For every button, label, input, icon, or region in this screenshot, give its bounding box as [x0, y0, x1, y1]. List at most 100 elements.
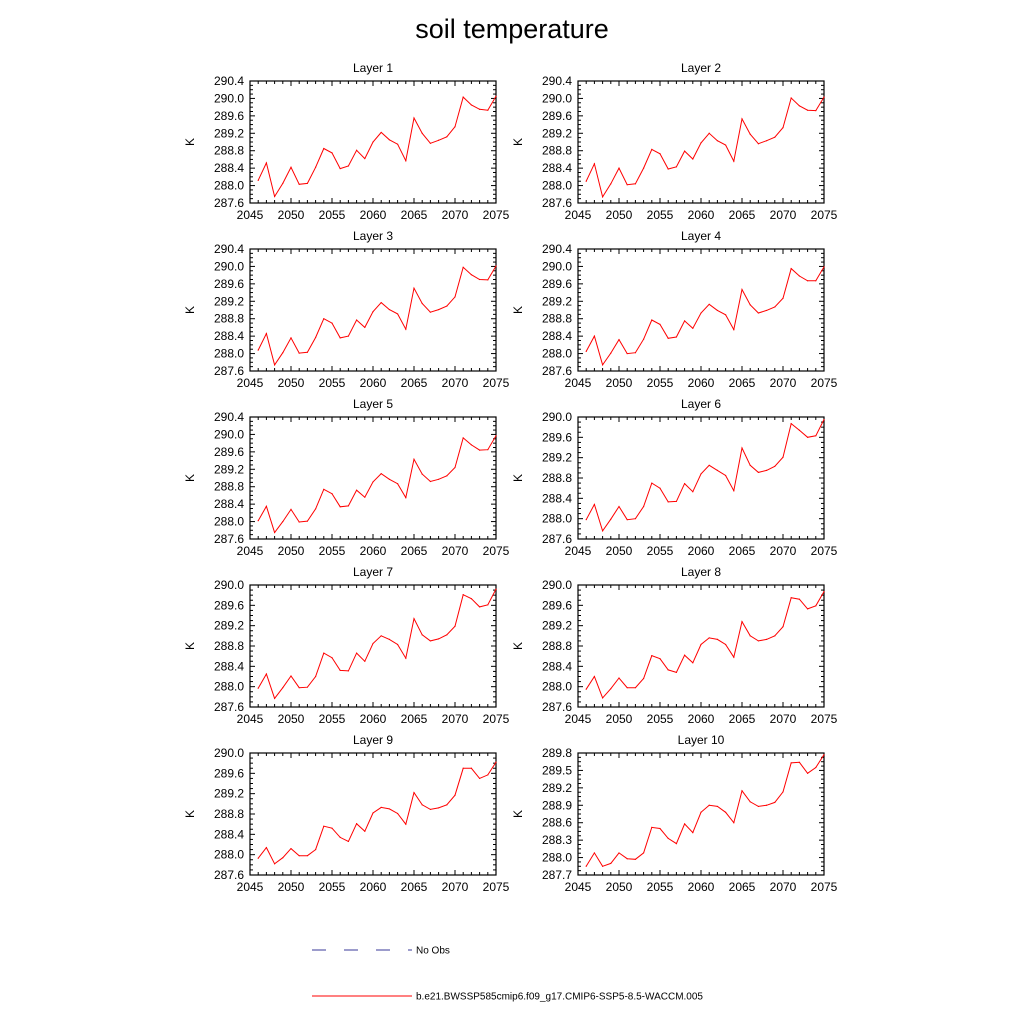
data-point — [815, 435, 817, 437]
plot-frame — [577, 248, 825, 372]
x-tick-label: 2050 — [606, 208, 633, 222]
data-point — [602, 865, 604, 867]
data-point — [774, 465, 776, 467]
data-point — [766, 309, 768, 312]
data-point — [766, 469, 768, 471]
x-tick-label: 2070 — [442, 208, 469, 222]
y-tick-label: 288.4 — [542, 161, 572, 175]
y-axis-label: K — [183, 474, 197, 482]
data-point — [487, 109, 489, 111]
data-point — [356, 823, 358, 825]
data-point — [274, 697, 276, 699]
data-point — [323, 147, 325, 150]
data-point — [716, 469, 719, 471]
data-point — [585, 688, 587, 690]
data-point — [479, 449, 481, 451]
data-point — [798, 275, 801, 277]
data-point — [790, 762, 792, 764]
data-point — [602, 196, 604, 198]
data-point — [782, 127, 784, 129]
plot-frame — [249, 584, 497, 708]
data-point — [372, 311, 374, 313]
y-tick-label: 290.4 — [542, 74, 572, 88]
data-point — [397, 483, 399, 485]
data-point — [675, 166, 678, 168]
data-point — [495, 761, 497, 763]
data-point — [675, 336, 678, 338]
y-tick-label: 289.5 — [542, 763, 572, 777]
data-point — [454, 794, 456, 796]
y-tick-label: 289.2 — [214, 787, 244, 801]
data-point — [659, 487, 661, 489]
data-point — [757, 805, 760, 808]
x-tick-label: 2065 — [401, 208, 428, 222]
x-tick-label: 2045 — [565, 376, 592, 390]
panel-title: Layer 8 — [681, 565, 721, 579]
data-point — [421, 302, 423, 305]
data-point — [356, 489, 358, 491]
chart-title: soil temperature — [415, 14, 609, 44]
data-point — [749, 304, 751, 306]
x-tick-label: 2065 — [729, 544, 756, 558]
x-tick-label: 2045 — [237, 208, 264, 222]
y-tick-label: 288.4 — [542, 329, 572, 343]
data-point — [708, 132, 710, 134]
y-tick-label: 288.4 — [542, 491, 572, 505]
data-point — [593, 675, 596, 678]
data-point — [659, 323, 661, 325]
x-tick-label: 2065 — [401, 544, 428, 558]
data-point — [741, 288, 743, 291]
data-point — [274, 863, 276, 865]
data-point — [446, 634, 448, 636]
y-tick-label: 288.4 — [214, 497, 244, 511]
y-tick-label: 287.6 — [542, 532, 572, 546]
plot-frame — [577, 80, 825, 204]
y-tick-label: 289.6 — [214, 598, 244, 612]
x-tick-label: 2075 — [483, 544, 510, 558]
series-line — [585, 419, 825, 533]
data-point — [626, 687, 628, 689]
data-point — [388, 808, 390, 810]
data-point — [774, 306, 776, 308]
data-point — [413, 458, 415, 460]
data-point — [651, 826, 653, 828]
data-point — [585, 865, 587, 867]
data-point — [700, 473, 702, 475]
y-tick-label: 290.0 — [542, 259, 572, 273]
data-point — [315, 675, 317, 678]
data-point — [429, 640, 431, 642]
data-point — [782, 791, 784, 793]
x-tick-label: 2065 — [729, 376, 756, 390]
legend: No Obs b.e21.BWSSP585cmip6.f09_g17.CMIP6-… — [312, 946, 703, 1003]
data-point — [708, 464, 710, 466]
data-point — [692, 158, 694, 160]
data-point — [692, 662, 694, 664]
data-point — [282, 352, 284, 354]
x-tick-label: 2050 — [606, 376, 633, 390]
x-tick-label: 2075 — [483, 376, 510, 390]
data-point — [413, 287, 415, 289]
data-point — [807, 772, 809, 774]
data-point — [397, 313, 399, 315]
data-point — [397, 812, 399, 815]
data-point — [372, 642, 374, 645]
data-point — [487, 279, 489, 281]
data-point — [298, 687, 300, 689]
x-tick-label: 2075 — [483, 208, 510, 222]
data-point — [274, 364, 276, 366]
data-point — [733, 656, 735, 658]
data-point — [684, 150, 686, 152]
x-tick-label: 2045 — [565, 208, 592, 222]
data-point — [265, 846, 267, 849]
data-point — [479, 108, 481, 110]
data-point — [487, 774, 489, 776]
y-tick-label: 289.2 — [214, 619, 244, 633]
x-tick-label: 2070 — [442, 880, 469, 894]
x-tick-label: 2050 — [278, 880, 305, 894]
data-point — [700, 643, 702, 646]
series-line — [585, 591, 825, 699]
data-point — [470, 598, 472, 600]
data-point — [487, 604, 489, 606]
y-tick-label: 287.6 — [542, 364, 572, 378]
